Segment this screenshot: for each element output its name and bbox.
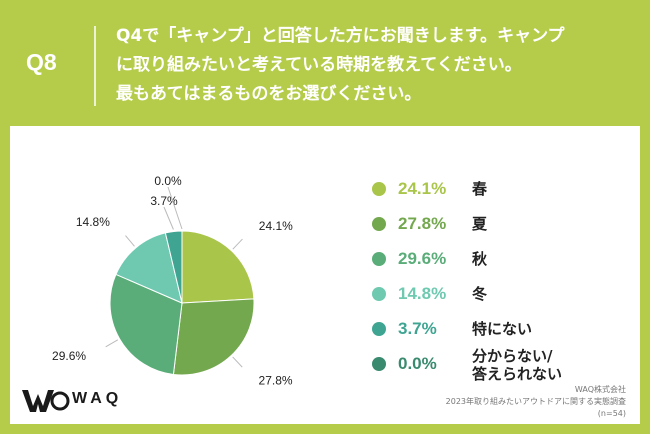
legend-item: 3.7% 特にない xyxy=(372,316,632,342)
legend-percent: 0.0% xyxy=(398,354,437,373)
question-line-3: 最もあてはまるものをお選びください。 xyxy=(116,84,422,104)
logo-text: WAQ xyxy=(72,390,123,407)
pie-label-2: 29.6% xyxy=(52,349,86,363)
pie-slice-3 xyxy=(115,232,183,304)
legend-percent: 24.1% xyxy=(398,179,447,198)
legend-dot xyxy=(372,252,386,266)
waq-logo: WAQ xyxy=(20,386,150,414)
legend-dot xyxy=(372,217,386,231)
legend-percent: 29.6% xyxy=(398,249,447,268)
leader-line-2 xyxy=(105,339,119,348)
leader-line-5 xyxy=(167,186,183,230)
question-line-2: に取り組みたいと考えている時期を教えてください。 xyxy=(116,55,522,75)
source-n: (n=54) xyxy=(597,409,626,418)
source-note: WAQ株式会社 2023年取り組みたいアウトドアに関する実態調査 (n=54) xyxy=(446,384,626,420)
leader-line-3 xyxy=(125,235,135,247)
pie-label-3: 14.8% xyxy=(76,215,110,229)
legend-percent: 14.8% xyxy=(398,284,447,303)
pie-label-1: 27.8% xyxy=(259,373,293,387)
legend-label: 秋 xyxy=(472,250,488,268)
question-number: Q8 xyxy=(26,49,57,75)
legend-item: 24.1% 春 xyxy=(372,176,632,202)
pie-slice-2 xyxy=(109,273,183,376)
legend-percent: 27.8% xyxy=(398,214,447,233)
legend-label: 夏 xyxy=(472,215,488,233)
legend-item: 29.6% 秋 xyxy=(372,246,632,272)
pie-chart: 24.1%27.8%29.6%14.8%3.7%0.0% xyxy=(52,174,293,387)
legend-dot xyxy=(372,182,386,196)
legend-label: 特にない xyxy=(472,320,533,338)
legend-dot xyxy=(372,357,386,371)
legend-item: 14.8% 冬 xyxy=(372,281,632,307)
legend-label: 春 xyxy=(472,180,488,198)
leader-line-1 xyxy=(232,356,243,368)
leader-line-4 xyxy=(163,206,174,230)
waq-logo-icon xyxy=(22,390,70,412)
chart-panel: 24.1% 27.8% 29.6% 14.8% 3.7% 0.0% 24.1% 春 27.8%… xyxy=(10,126,640,424)
question-text: Q4で「キャンプ」と回答した方にお聞きします。キャンプ に取り組みたいと考えてい… xyxy=(116,22,636,109)
question-line-1: Q4で「キャンプ」と回答した方にお聞きします。キャンプ xyxy=(116,26,565,46)
legend-dot xyxy=(372,322,386,336)
legend-label: 冬 xyxy=(472,285,488,303)
header-divider xyxy=(94,26,96,106)
pie-label-0: 24.1% xyxy=(259,219,293,233)
header: Q8 Q4で「キャンプ」と回答した方にお聞きします。キャンプ に取り組みたいと考… xyxy=(0,0,650,122)
legend-item: 27.8% 夏 xyxy=(372,211,632,237)
pie-slice-1 xyxy=(172,298,255,376)
legend-label: 分からない/ 答えられない xyxy=(472,347,563,383)
legend-percent: 3.7% xyxy=(398,319,437,338)
legend-dot xyxy=(372,287,386,301)
pie-slice-4 xyxy=(164,230,183,304)
leader-line-0 xyxy=(232,238,243,250)
pie-slice-0 xyxy=(181,230,255,304)
legend-item: 0.0% 分からない/ 答えられない xyxy=(372,347,632,383)
source-survey: 2023年取り組みたいアウトドアに関する実態調査 xyxy=(445,397,626,406)
source-company: WAQ株式会社 xyxy=(574,385,626,394)
pie-label-5: 0.0% xyxy=(154,174,182,188)
